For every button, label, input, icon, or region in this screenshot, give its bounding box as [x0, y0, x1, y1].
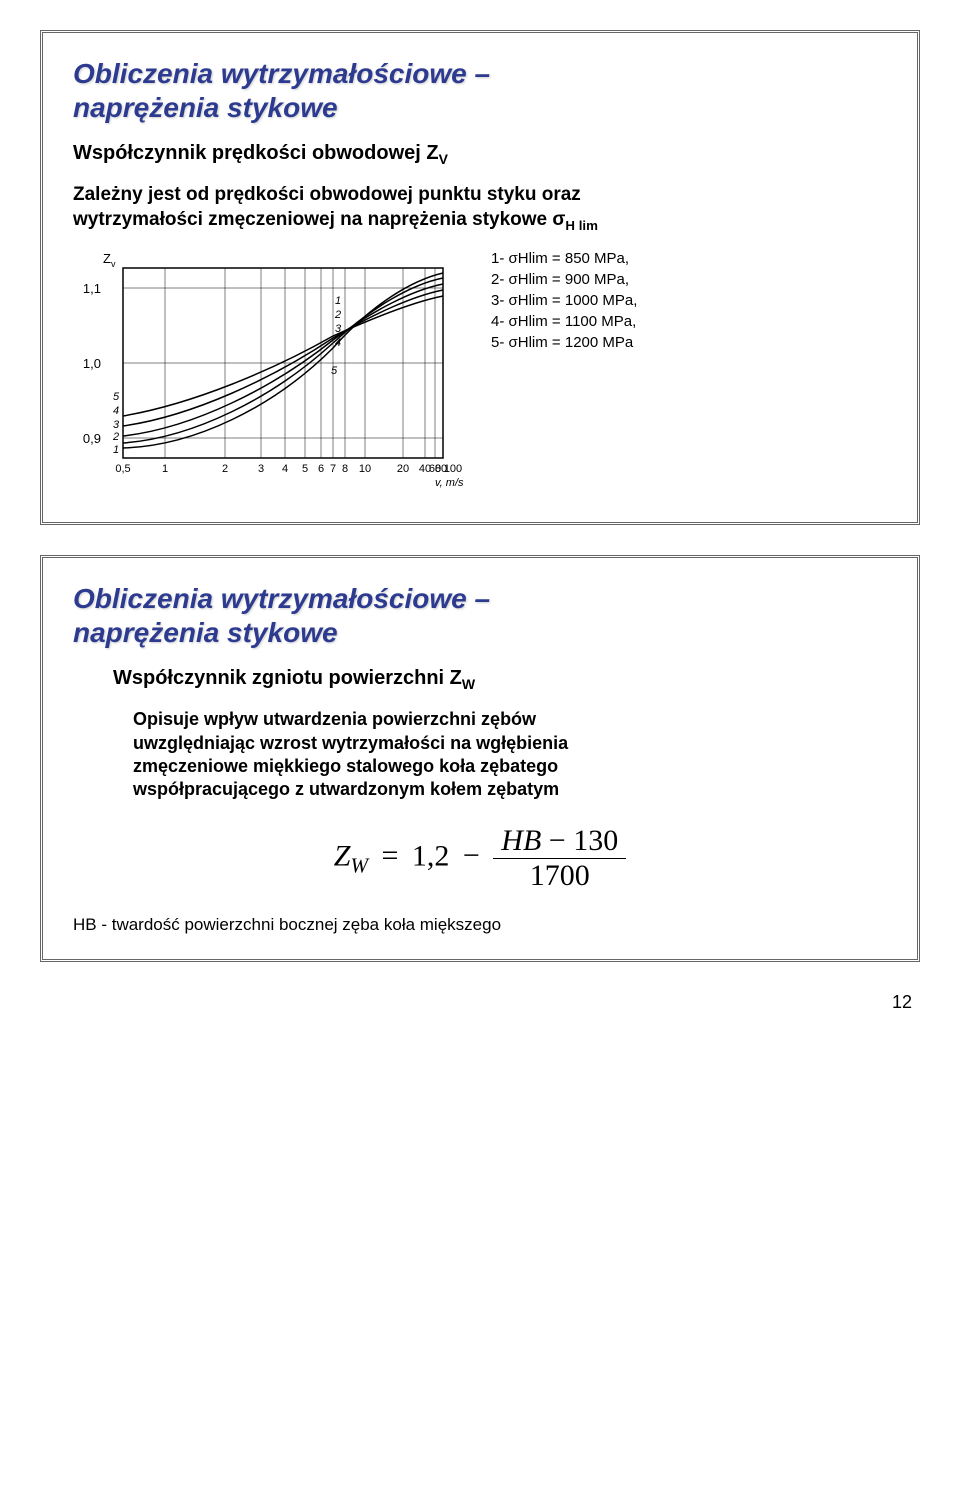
slide2-title-line2: naprężenia stykowe: [73, 617, 338, 648]
slide1-desc-l1: Zależny jest od prędkości obwodowej punk…: [73, 184, 581, 205]
svg-text:2: 2: [112, 431, 119, 443]
svg-text:100: 100: [444, 463, 462, 475]
svg-text:4: 4: [282, 463, 288, 475]
slide1-desc-l2-sub: H lim: [565, 218, 598, 233]
slide1-subtitle: Współczynnik prędkości obwodowej ZV: [73, 142, 887, 167]
svg-text:4: 4: [113, 405, 119, 417]
formula-lhs: Z: [334, 839, 351, 872]
slide1-title-line2: naprężenia stykowe: [73, 92, 338, 123]
svg-text:1: 1: [162, 463, 168, 475]
svg-text:7: 7: [330, 463, 336, 475]
ytick-1: 1,1: [83, 281, 101, 296]
slide1-title: Obliczenia wytrzymałościowe – naprężenia…: [73, 57, 887, 124]
ytick-3: 0,9: [83, 431, 101, 446]
legend-4: 4- σHlim = 1100 MPa,: [491, 311, 637, 332]
slide2-desc: Opisuje wpływ utwardzenia powierzchni zę…: [133, 708, 887, 802]
svg-text:6: 6: [318, 463, 324, 475]
slide2-desc-l3: zmęczeniowe miękkiego stalowego koła zęb…: [133, 756, 558, 776]
xticks: 0,5 1 2 3 4 5 6 7 8 10 20 40 60 80 100: [115, 463, 462, 475]
curves: [123, 273, 443, 448]
formula-num: HB − 130: [493, 824, 626, 859]
ytick-2: 1,0: [83, 356, 101, 371]
slide-2: Obliczenia wytrzymałościowe – naprężenia…: [40, 555, 920, 962]
formula-frac: HB − 130 1700: [493, 824, 626, 893]
svg-text:3: 3: [113, 419, 120, 431]
slide-1: Obliczenia wytrzymałościowe – naprężenia…: [40, 30, 920, 525]
svg-text:1: 1: [335, 295, 341, 307]
svg-text:5: 5: [302, 463, 308, 475]
slide1-title-line1: Obliczenia wytrzymałościowe –: [73, 58, 490, 89]
chart-row: Z v 1,1 1,0 0,9: [73, 248, 887, 498]
chart-ylabel: Z: [103, 251, 111, 266]
x-unit: v, m/s: [435, 477, 464, 489]
svg-text:10: 10: [359, 463, 371, 475]
formula: ZW = 1,2 − HB − 130 1700: [73, 824, 887, 893]
slide2-title-line1: Obliczenia wytrzymałościowe –: [73, 583, 490, 614]
svg-text:1: 1: [113, 444, 119, 456]
svg-text:20: 20: [397, 463, 409, 475]
slide2-desc-l2: uwzględniając wzrost wytrzymałości na wg…: [133, 733, 568, 753]
slide2-subtitle: Współczynnik zgniotu powierzchni ZW: [113, 667, 887, 692]
slide2-desc-l4: współpracującego z utwardzonym kołem zęb…: [133, 779, 559, 799]
chart-ylabel-sub: v: [111, 259, 116, 269]
formula-eq: =: [381, 839, 398, 872]
legend-2: 2- σHlim = 900 MPa,: [491, 269, 637, 290]
slide2-desc-l1: Opisuje wpływ utwardzenia powierzchni zę…: [133, 709, 536, 729]
formula-const: 1,2: [412, 839, 450, 872]
slide1-subtitle-sub: V: [439, 151, 448, 167]
slide2-subtitle-sub: W: [462, 676, 475, 692]
zv-chart-svg: Z v 1,1 1,0 0,9: [73, 248, 473, 498]
curve-labels-left: 5 4 3 2 1: [112, 391, 120, 456]
slide1-desc: Zależny jest od prędkości obwodowej punk…: [73, 183, 887, 234]
footnote: HB - twardość powierzchni bocznej zęba k…: [73, 915, 887, 935]
svg-text:3: 3: [335, 323, 342, 335]
legend-3: 3- σHlim = 1000 MPa,: [491, 290, 637, 311]
formula-num-hb: HB: [501, 824, 541, 857]
slide2-subtitle-text: Współczynnik zgniotu powierzchni Z: [113, 667, 462, 689]
formula-den: 1700: [493, 859, 626, 893]
slide1-desc-l2: wytrzymałości zmęczeniowej na naprężenia…: [73, 209, 565, 230]
svg-text:8: 8: [342, 463, 348, 475]
legend-5: 5- σHlim = 1200 MPa: [491, 332, 637, 353]
formula-num-rest: − 130: [541, 824, 618, 857]
formula-lhs-sub: W: [350, 853, 368, 877]
svg-text:0,5: 0,5: [115, 463, 130, 475]
svg-text:5: 5: [331, 365, 338, 377]
svg-text:4: 4: [335, 337, 341, 349]
svg-text:2: 2: [222, 463, 228, 475]
svg-text:3: 3: [258, 463, 264, 475]
slide1-subtitle-text: Współczynnik prędkości obwodowej Z: [73, 142, 439, 164]
zv-chart: Z v 1,1 1,0 0,9: [73, 248, 473, 498]
legend-1: 1- σHlim = 850 MPa,: [491, 248, 637, 269]
slide2-title: Obliczenia wytrzymałościowe – naprężenia…: [73, 582, 887, 649]
chart-legend: 1- σHlim = 850 MPa, 2- σHlim = 900 MPa, …: [491, 248, 637, 353]
svg-text:2: 2: [334, 309, 341, 321]
page-number: 12: [0, 992, 912, 1013]
formula-minus: −: [463, 839, 480, 872]
svg-text:5: 5: [113, 391, 120, 403]
